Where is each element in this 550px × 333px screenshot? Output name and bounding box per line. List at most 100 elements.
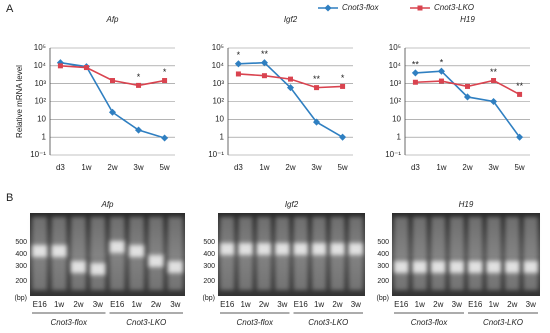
group-label: Cnot3-LKO xyxy=(126,318,166,327)
x-tick-label: 1w xyxy=(436,163,446,172)
lane-label: 3w xyxy=(170,300,180,309)
gel-lane xyxy=(90,217,106,290)
chart-title: Igf2 xyxy=(284,15,298,24)
point-marker xyxy=(412,79,418,85)
y-tick-label: 10⁵ xyxy=(34,43,46,52)
gel-band xyxy=(348,243,363,255)
y-axis-label: Relative mRNA level xyxy=(15,65,24,138)
x-tick-label: 5w xyxy=(514,163,524,172)
x-tick-label: d3 xyxy=(411,163,420,172)
y-tick-label: 10³ xyxy=(212,79,224,88)
gel-band xyxy=(468,261,483,273)
x-tick-label: 5w xyxy=(159,163,169,172)
gel-lane xyxy=(449,217,464,290)
gel-band xyxy=(431,261,446,273)
point-marker xyxy=(83,65,89,71)
ladder-label: 300 xyxy=(15,263,27,270)
point-marker xyxy=(261,73,267,79)
lane-label: E16 xyxy=(468,300,483,309)
point-marker xyxy=(136,82,142,88)
gel-lane xyxy=(431,217,446,290)
point-marker xyxy=(314,85,320,91)
y-tick-label: 1 xyxy=(42,132,47,141)
significance-mark: * xyxy=(237,50,241,60)
y-tick-label: 10³ xyxy=(389,79,401,88)
gel-lane xyxy=(486,217,501,290)
point-marker xyxy=(491,78,497,84)
point-marker xyxy=(162,78,168,84)
y-tick-label: 10⁻¹ xyxy=(385,150,401,159)
lane-label: 3w xyxy=(93,300,103,309)
gel-title: H19 xyxy=(459,200,474,209)
lane-label: 2w xyxy=(433,300,443,309)
gel-lane xyxy=(523,217,538,290)
ladder-label: 200 xyxy=(203,278,215,285)
y-tick-label: 10⁴ xyxy=(34,61,47,70)
point-marker xyxy=(340,83,346,89)
point-marker xyxy=(313,118,321,126)
point-marker xyxy=(465,83,470,89)
x-tick-label: d3 xyxy=(56,163,65,172)
x-tick-label: 2w xyxy=(107,163,117,172)
gel-lane xyxy=(505,217,520,290)
point-marker xyxy=(463,93,472,101)
point-marker xyxy=(161,134,169,142)
gel-band xyxy=(449,261,464,273)
point-marker xyxy=(108,108,117,116)
chart-title: Afp xyxy=(105,15,119,24)
gel-band xyxy=(412,261,427,273)
ladder-label: 500 xyxy=(203,239,215,246)
lane-label: E16 xyxy=(394,300,409,309)
legend-marker xyxy=(324,4,332,12)
x-tick-label: 1w xyxy=(259,163,269,172)
point-marker xyxy=(286,84,295,92)
ladder-label: 400 xyxy=(203,251,215,258)
gel-band xyxy=(129,245,144,257)
group-label: Cnot3-LKO xyxy=(308,318,348,327)
x-tick-label: d3 xyxy=(234,163,243,172)
y-tick-label: 10⁵ xyxy=(212,43,224,52)
gel-band xyxy=(32,245,48,257)
lane-label: E16 xyxy=(33,300,48,309)
y-tick-label: 10 xyxy=(392,114,401,123)
point-marker xyxy=(260,59,268,67)
ladder-label: 400 xyxy=(15,251,27,258)
lane-label: 1w xyxy=(489,300,499,309)
point-marker xyxy=(411,69,419,77)
point-marker xyxy=(516,133,524,141)
significance-mark: ** xyxy=(313,74,321,84)
x-tick-label: 1w xyxy=(81,163,91,172)
gel-lane xyxy=(394,217,409,290)
gel-lane xyxy=(109,217,125,290)
gel-band xyxy=(505,261,520,273)
gel-band xyxy=(275,243,290,255)
ladder-label: 500 xyxy=(377,239,389,246)
y-tick-label: 10⁴ xyxy=(389,61,402,70)
panel-label: B xyxy=(6,192,13,204)
gel-band xyxy=(312,243,327,255)
group-label: Cnot3-flox xyxy=(237,318,274,327)
ladder-label: 500 xyxy=(15,239,27,246)
lane-label: 2w xyxy=(507,300,517,309)
lane-label: 1w xyxy=(415,300,425,309)
lane-label: E16 xyxy=(110,300,125,309)
gel-band xyxy=(167,261,183,273)
gel-lane xyxy=(148,217,164,290)
gel-band xyxy=(486,261,501,273)
x-tick-label: 2w xyxy=(462,163,472,172)
lane-label: E16 xyxy=(294,300,309,309)
gel-band xyxy=(330,243,345,255)
panel-label: A xyxy=(6,3,14,15)
gel-title: Igf2 xyxy=(285,200,299,209)
lane-label: 1w xyxy=(240,300,250,309)
significance-mark: ** xyxy=(261,49,269,59)
point-marker xyxy=(490,97,498,106)
ladder-label: (bp) xyxy=(15,295,27,302)
ladder-label: (bp) xyxy=(203,295,215,302)
point-marker xyxy=(135,126,143,134)
y-tick-label: 10² xyxy=(34,97,46,106)
lane-label: 2w xyxy=(332,300,342,309)
gel-lane xyxy=(412,217,427,290)
group-label: Cnot3-LKO xyxy=(483,318,523,327)
